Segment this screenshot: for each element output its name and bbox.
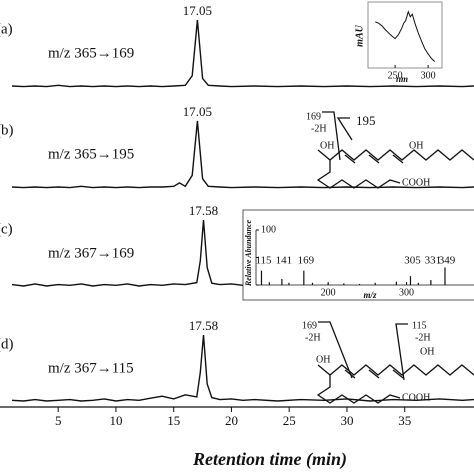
panel-label: (d) xyxy=(0,336,14,352)
x-tick-label: 15 xyxy=(167,413,180,428)
label: COOH xyxy=(402,392,430,403)
peak-label: 17.58 xyxy=(189,203,218,218)
x-tick-label: 35 xyxy=(398,413,411,428)
label: 115 xyxy=(412,320,427,331)
y-axis-title: Relative Abundance xyxy=(244,219,253,287)
double-bond xyxy=(392,369,404,379)
peak-label: 305 xyxy=(404,255,421,267)
x-tick-label: 20 xyxy=(225,413,238,428)
y-tick-label: 100 xyxy=(261,224,276,235)
peak-label: 17.05 xyxy=(183,104,212,119)
x-tick-label: 250 xyxy=(388,70,403,81)
x-tick-label: 10 xyxy=(109,413,122,428)
label: 195 xyxy=(356,113,376,128)
x-tick-label: 5 xyxy=(55,413,62,428)
cleave-line xyxy=(322,111,341,161)
label: 169 xyxy=(306,111,321,122)
peak-label: 17.58 xyxy=(189,318,218,333)
peak-label: 169 xyxy=(298,255,315,267)
peak-label: 115 xyxy=(255,255,272,267)
x-axis-title: m/z xyxy=(363,290,377,300)
uv-spectrum xyxy=(375,10,436,62)
cleave-line xyxy=(336,117,353,141)
peak-label: 17.05 xyxy=(183,3,212,18)
label: OH xyxy=(420,346,434,357)
chain xyxy=(317,364,474,376)
cleave-line xyxy=(395,323,408,381)
structure-d: 169 -2H 115 -2H OH OH COOH xyxy=(302,320,474,404)
chromatogram xyxy=(11,120,474,189)
label: -2H xyxy=(311,123,327,134)
label: 169 xyxy=(302,320,317,331)
label: OH xyxy=(320,140,334,151)
label: OH xyxy=(409,140,423,151)
y-axis-title: mAU xyxy=(354,24,365,46)
peak-label: 349 xyxy=(439,255,456,267)
x-axis-title: nm xyxy=(396,74,408,84)
label: OH xyxy=(316,354,330,365)
annotation: m/z 365→169 xyxy=(48,45,134,61)
double-bond xyxy=(368,369,380,379)
panel-label: (a) xyxy=(0,21,13,37)
peak-label: 331 xyxy=(425,255,442,267)
panel-label: (b) xyxy=(0,122,14,138)
chain xyxy=(316,160,401,189)
inset-frame xyxy=(367,1,443,69)
cleave-line xyxy=(318,321,353,379)
structure-b: 169 -2H 195 OH OH COOH xyxy=(306,111,474,189)
label: -2H xyxy=(415,332,431,343)
panel-label: (c) xyxy=(0,221,13,237)
label: -2H xyxy=(305,332,321,343)
annotation: m/z 367→115 xyxy=(48,360,134,376)
annotation: m/z 365→195 xyxy=(48,146,134,162)
label: COOH xyxy=(402,177,430,188)
x-tick-label: 25 xyxy=(283,413,296,428)
chromatogram xyxy=(11,19,474,88)
x-tick-label: 300 xyxy=(421,70,436,81)
x-tick-label: 30 xyxy=(340,413,353,428)
x-axis-title: Retention time (min) xyxy=(192,449,347,470)
chain xyxy=(317,149,474,161)
double-bond xyxy=(368,154,380,164)
peak-label: 141 xyxy=(276,255,293,267)
double-bond xyxy=(392,154,404,164)
double-bond xyxy=(344,154,356,164)
x-tick-label: 200 xyxy=(321,287,336,298)
chromatogram xyxy=(11,334,474,402)
x-tick-label: 300 xyxy=(399,287,414,298)
chain xyxy=(316,375,401,404)
annotation: m/z 367→169 xyxy=(48,245,134,261)
